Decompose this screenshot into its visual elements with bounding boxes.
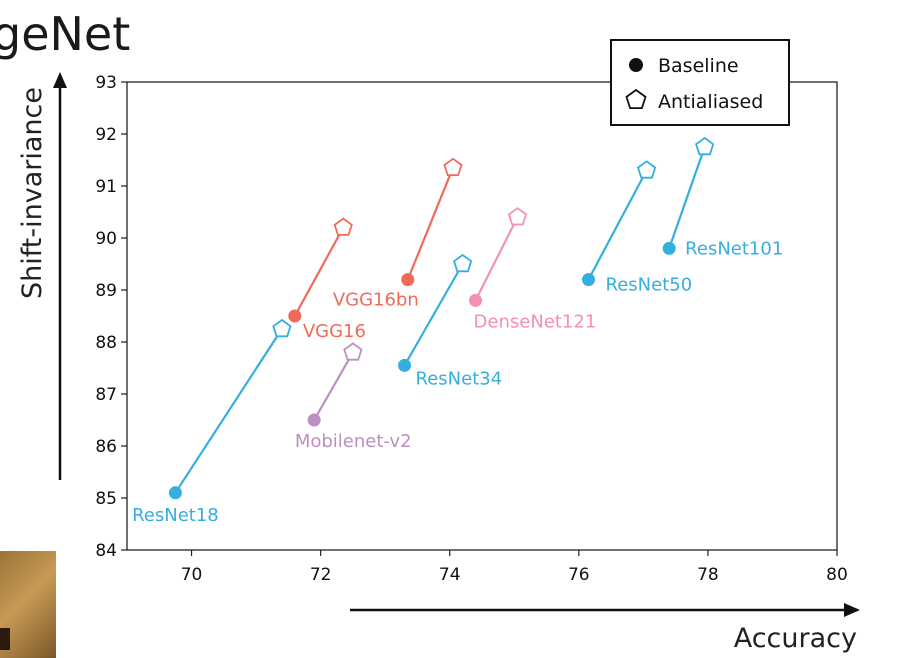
resnet34-connector	[403, 263, 464, 366]
resnet18-baseline-point	[168, 486, 182, 500]
y-tick-label: 88	[95, 333, 117, 353]
legend-baseline-marker	[629, 58, 643, 72]
resnet34-antialiased-point	[453, 253, 473, 273]
y-tick-label: 84	[95, 541, 117, 561]
resnet101-connector	[668, 146, 706, 249]
y-axis-title: Shift-invariance	[17, 87, 48, 299]
vgg16bn-label: VGG16bn	[333, 290, 419, 311]
vgg16bn-baseline-point	[401, 273, 415, 287]
vgg16bn-antialiased-point	[443, 157, 463, 177]
y-tick-label: 86	[95, 437, 117, 457]
photo-shadow	[0, 628, 10, 650]
vgg16bn-connector	[406, 167, 454, 281]
x-tick-label: 74	[439, 565, 461, 585]
vgg16-baseline-point	[288, 309, 302, 323]
legend-antialiased-marker	[625, 88, 647, 109]
resnet101-baseline-point	[662, 241, 676, 255]
legend: Baseline Antialiased	[610, 39, 790, 126]
densenet121-antialiased-point	[507, 207, 528, 226]
data-marks: ResNet18 VGG16 Mobilenet-v2 VGG16bn ResNet34…	[132, 136, 783, 526]
resnet101-label: ResNet101	[685, 238, 783, 259]
densenet121-label: DenseNet121	[474, 311, 597, 332]
vgg16-connector	[293, 227, 345, 317]
y-tick-label: 91	[95, 177, 117, 197]
mobilenet-v2-antialiased-point	[343, 342, 363, 361]
y-tick-label: 89	[95, 281, 117, 301]
y-tick-label: 92	[95, 125, 117, 145]
x-tick-label: 78	[697, 565, 719, 585]
resnet50-antialiased-point	[636, 160, 657, 179]
legend-antialiased-label: Antialiased	[658, 91, 763, 113]
resnet50-baseline-point	[582, 273, 595, 287]
plot-frame	[126, 81, 838, 551]
mobilenet-v2-baseline-point	[307, 413, 321, 427]
resnet34-baseline-point	[398, 358, 412, 372]
y-tick-label: 90	[95, 229, 117, 249]
presenter-photo-fragment	[0, 551, 56, 658]
x-tick-label: 70	[181, 565, 203, 585]
y-axis-arrowhead	[53, 72, 67, 88]
resnet18-label: ResNet18	[132, 505, 219, 526]
y-tick-label: 85	[95, 489, 117, 509]
x-axis-title: Accuracy	[734, 623, 857, 654]
vgg16-label: VGG16	[303, 321, 366, 342]
x-tick-label: 76	[568, 565, 590, 585]
resnet34-label: ResNet34	[416, 368, 503, 389]
resnet101-antialiased-point	[695, 136, 715, 156]
resnet18-antialiased-point	[272, 318, 292, 338]
legend-baseline-label: Baseline	[658, 55, 739, 77]
y-tick-label: 87	[95, 385, 117, 405]
resnet50-connector	[587, 169, 648, 281]
densenet121-baseline-point	[469, 293, 483, 307]
vgg16-antialiased-point	[333, 217, 353, 236]
y-tick-label: 93	[95, 73, 117, 93]
densenet121-connector	[474, 216, 519, 301]
resnet18-connector	[174, 328, 283, 494]
legend-box	[610, 39, 790, 126]
resnet50-label: ResNet50	[606, 275, 693, 296]
x-tick-label: 72	[310, 565, 332, 585]
x-axis-arrowhead	[844, 603, 860, 617]
mobilenet-v2-label: Mobilenet-v2	[295, 431, 412, 452]
slide-heading: geNet	[0, 7, 130, 61]
axis-ticks: 70 72 74 76 78 80 84 85 86 87 88 89 90 91 92 93	[95, 73, 847, 585]
mobilenet-v2-connector	[313, 351, 354, 421]
x-tick-label: 80	[826, 565, 848, 585]
